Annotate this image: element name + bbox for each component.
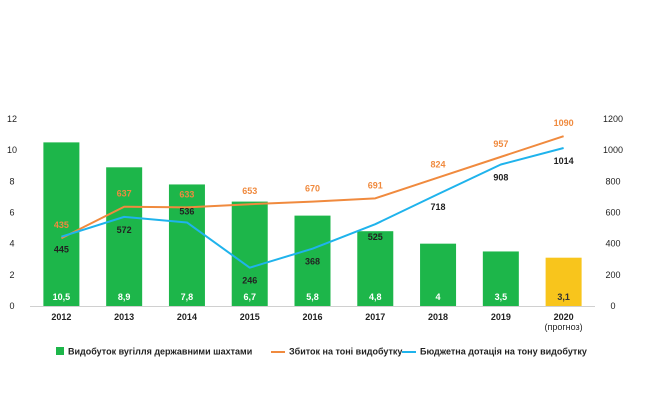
legend-label-loss: Збиток на тоні видобутку: [289, 347, 402, 357]
y-left-tick-label: 10: [7, 145, 17, 155]
x-tick-note: (прогноз): [545, 322, 583, 332]
bar-value-label: 5,8: [306, 292, 319, 302]
loss-data-label: 637: [117, 189, 132, 199]
subsidy-data-label: 525: [368, 232, 383, 242]
x-tick-label: 2016: [302, 312, 322, 322]
bar-value-label: 4,8: [369, 292, 382, 302]
bar: [294, 215, 331, 306]
y-left-tick-label: 12: [7, 114, 17, 124]
subsidy-data-label: 246: [242, 276, 257, 286]
y-left-tick-label: 6: [9, 208, 14, 218]
x-tick-label: 2020: [554, 312, 574, 322]
bar-value-label: 6,7: [243, 292, 256, 302]
loss-data-label: 633: [179, 189, 194, 199]
legend-label-bars: Видобуток вугілля державними шахтами: [68, 347, 252, 357]
loss-data-label: 957: [493, 139, 508, 149]
x-tick-label: 2015: [240, 312, 260, 322]
line-series-subsidy: [61, 147, 564, 269]
y-left-tick-label: 2: [9, 270, 14, 280]
y-right-tick-label: 600: [605, 208, 620, 218]
bar: [168, 184, 205, 306]
bar: [106, 167, 143, 306]
x-tick-label: 2013: [114, 312, 134, 322]
y-left-tick-label: 0: [9, 301, 14, 311]
bar: [357, 231, 394, 306]
loss-data-label: 653: [242, 186, 257, 196]
y-right-tick-label: 1200: [603, 114, 623, 124]
y-right-tick-label: 400: [605, 239, 620, 249]
bar: [231, 201, 268, 306]
loss-data-label: 1090: [554, 118, 574, 128]
bar-value-label: 3,5: [495, 292, 508, 302]
bar: [482, 251, 519, 306]
y-right-tick-label: 1000: [603, 145, 623, 155]
loss-data-label: 435: [54, 220, 69, 230]
subsidy-data-label: 536: [179, 206, 194, 216]
x-tick-label: 2018: [428, 312, 448, 322]
y-left-tick-label: 8: [9, 176, 14, 186]
y-right-tick-label: 200: [605, 270, 620, 280]
subsidy-data-label: 368: [305, 257, 320, 267]
subsidy-data-label: 718: [431, 202, 446, 212]
x-tick-label: 2017: [365, 312, 385, 322]
bar: [420, 243, 457, 306]
x-tick-label: 2019: [491, 312, 511, 322]
y-right-tick-label: 800: [605, 176, 620, 186]
bar-value-label: 7,8: [181, 292, 194, 302]
x-tick-label: 2012: [51, 312, 71, 322]
subsidy-data-label: 445: [54, 245, 69, 255]
y-left-tick-label: 4: [9, 239, 14, 249]
line-series-loss: [60, 135, 564, 240]
subsidy-data-label: 572: [117, 225, 132, 235]
legend-label-subsidy: Бюджетна дотація на тону видобутку: [420, 347, 587, 357]
bar-value-label: 3,1: [557, 292, 570, 302]
bar-value-label: 10,5: [53, 292, 71, 302]
loss-data-label: 691: [368, 180, 383, 190]
loss-data-label: 824: [431, 160, 446, 170]
y-right-tick-label: 0: [610, 301, 615, 311]
subsidy-data-label: 908: [493, 173, 508, 183]
subsidy-data-label: 1014: [554, 156, 574, 166]
bar-value-label: 8,9: [118, 292, 131, 302]
loss-data-label: 670: [305, 184, 320, 194]
bar-value-label: 4: [436, 292, 441, 302]
bar: [43, 142, 80, 306]
bar: [545, 257, 582, 306]
x-tick-label: 2014: [177, 312, 197, 322]
legend-swatch-bars: [56, 347, 64, 355]
